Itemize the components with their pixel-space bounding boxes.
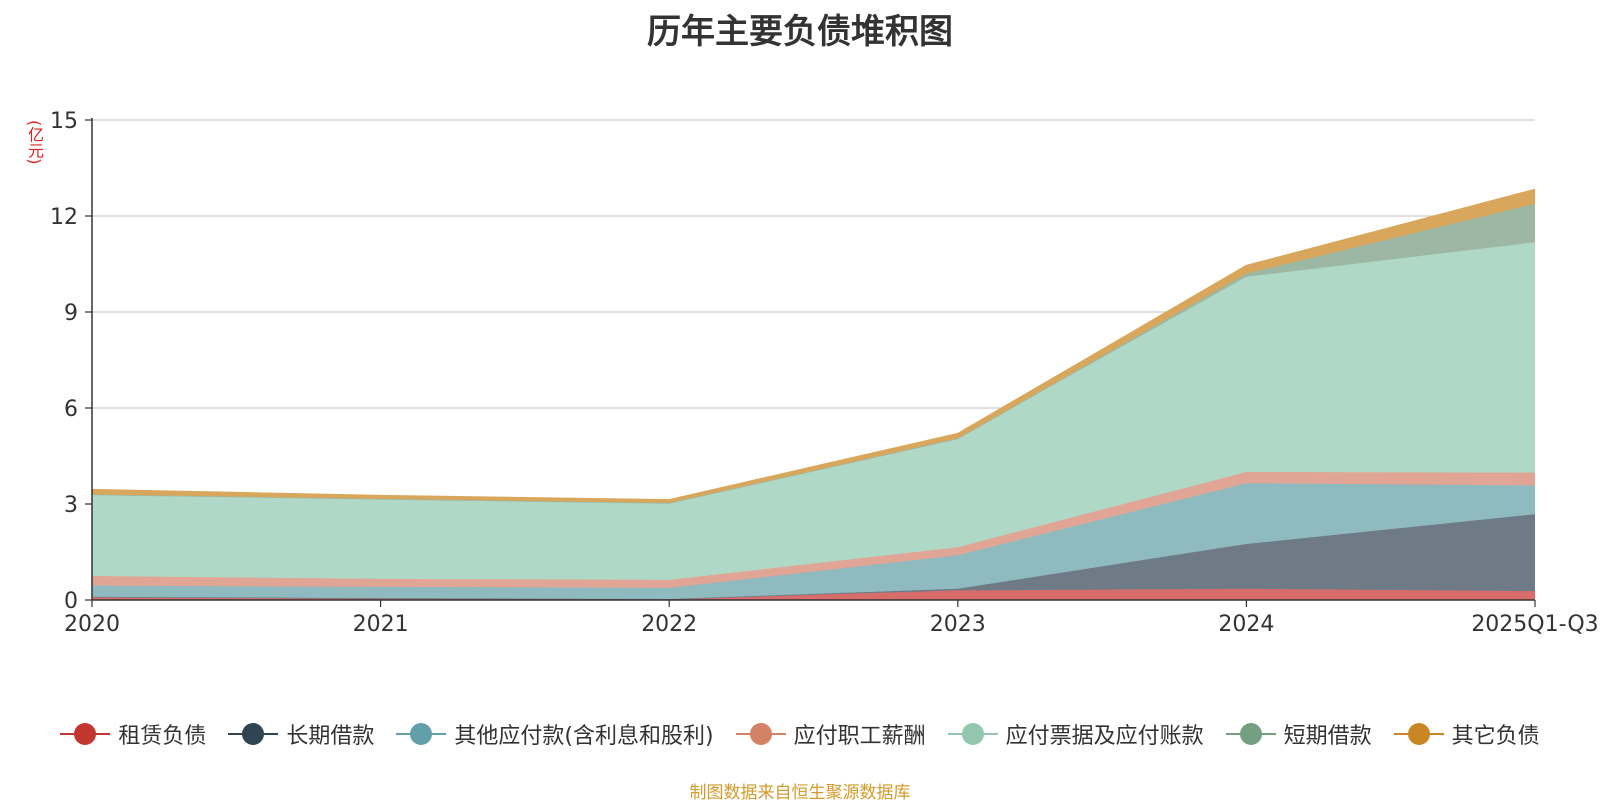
legend-marker-icon <box>735 723 786 745</box>
legend-label: 其它负债 <box>1451 724 1540 749</box>
legend-item[interactable]: 长期借款 <box>228 718 374 750</box>
area-series-0 <box>92 588 1535 600</box>
legend-item[interactable]: 其它负债 <box>1393 718 1540 750</box>
legend-marker-icon <box>396 723 447 745</box>
legend-label: 应付职工薪酬 <box>793 724 926 749</box>
x-tick-label: 2025Q1-Q3 <box>1471 612 1598 637</box>
legend-marker-icon <box>228 723 279 745</box>
x-tick-label: 2023 <box>930 612 986 637</box>
stacked-area-chart: 0 3 6 9 12 15 2020 2021 2022 2023 2024 2025Q1-Q3 <box>50 109 1599 637</box>
y-tick-label: 6 <box>64 397 78 422</box>
legend-label: 应付票据及应付账款 <box>1005 724 1204 749</box>
legend-item[interactable]: 短期借款 <box>1225 718 1372 750</box>
y-axis-unit-label: (亿元) <box>25 120 44 165</box>
y-tick-label: 12 <box>50 205 78 230</box>
area-series-2 <box>92 483 1535 600</box>
legend-item[interactable]: 应付职工薪酬 <box>735 718 926 750</box>
legend-marker-icon <box>1393 723 1444 745</box>
x-tick-label: 2022 <box>641 612 697 637</box>
legend-marker-icon <box>1225 723 1276 745</box>
chart-title: 历年主要负债堆积图 <box>647 12 953 52</box>
x-tick-label: 2020 <box>64 612 120 637</box>
x-tick-label: 2021 <box>353 612 409 637</box>
y-tick-label: 3 <box>64 493 78 518</box>
legend-item[interactable]: 租赁负债 <box>60 718 206 750</box>
chart-legend: 租赁负债 长期借款 其他应付款(含利息和股利) 应付职工薪酬 应付票据及应付账款 短期借款… <box>0 718 1600 750</box>
y-tick-label: 15 <box>50 109 78 134</box>
legend-label: 短期借款 <box>1283 724 1372 749</box>
legend-marker-icon <box>947 723 998 745</box>
legend-marker-icon <box>60 723 111 745</box>
legend-label: 租赁负债 <box>118 724 207 749</box>
area-series-1 <box>92 514 1535 600</box>
data-source-note: 制图数据来自恒生聚源数据库 <box>689 783 911 803</box>
y-tick-label: 0 <box>64 589 78 614</box>
y-tick-label: 9 <box>64 301 78 326</box>
legend-label: 长期借款 <box>286 724 375 749</box>
x-tick-label: 2024 <box>1218 612 1274 637</box>
area-line-series-6 <box>91 188 1536 501</box>
legend-item[interactable]: 应付票据及应付账款 <box>947 718 1204 750</box>
legend-label: 其他应付款(含利息和股利) <box>454 724 714 749</box>
area-series-4 <box>92 242 1535 580</box>
area-series-3 <box>92 472 1535 588</box>
legend-item[interactable]: 其他应付款(含利息和股利) <box>396 718 714 750</box>
